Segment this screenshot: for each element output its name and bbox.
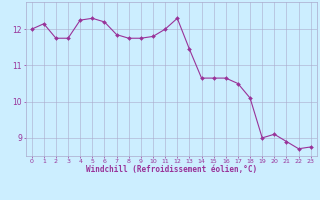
X-axis label: Windchill (Refroidissement éolien,°C): Windchill (Refroidissement éolien,°C) (86, 165, 257, 174)
